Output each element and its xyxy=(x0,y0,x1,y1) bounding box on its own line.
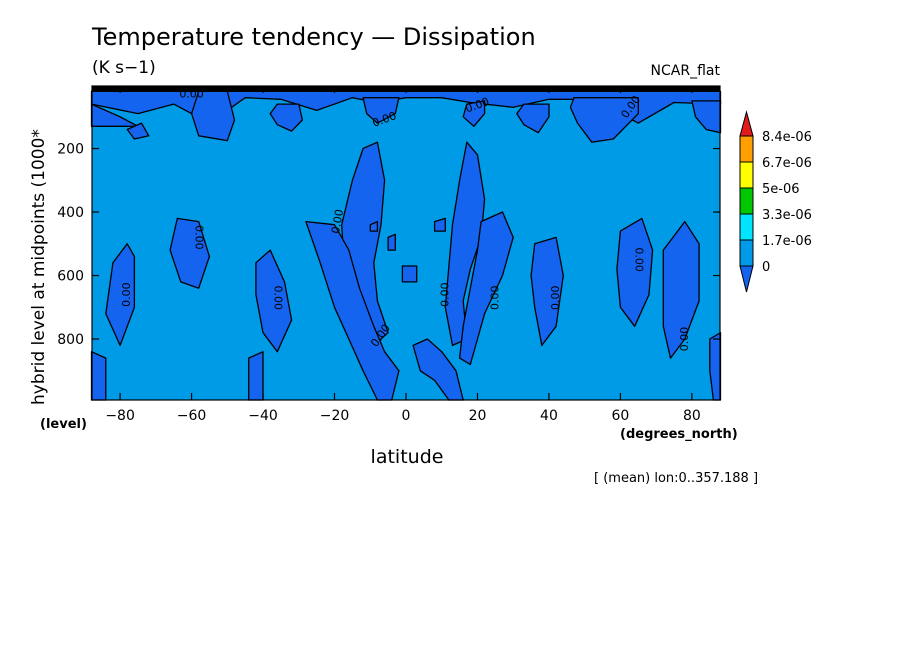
contour-region-3 xyxy=(190,90,236,142)
contour-region-27 xyxy=(369,220,379,232)
contour-label: 0.00 xyxy=(549,286,562,311)
contour-region-9 xyxy=(691,100,722,134)
contour-region-22 xyxy=(90,351,107,401)
x-axis-label: latitude xyxy=(371,446,444,468)
contour-region-5 xyxy=(362,97,400,124)
x-axis: −80 −60 −40 −20 0 20 40 60 80 xyxy=(105,86,701,424)
contour-region-19 xyxy=(616,217,654,327)
contour-label: 0.00 xyxy=(179,88,204,101)
contour-region-11 xyxy=(444,141,486,347)
y-axis-label: hybrid level at midpoints (1000* xyxy=(29,129,49,405)
contour-region-7 xyxy=(516,103,550,134)
contour-region-20 xyxy=(662,220,700,359)
x-tick-label: 0 xyxy=(402,408,411,424)
contour-label: 0.00 xyxy=(438,282,451,307)
contour-label: 0.00 xyxy=(488,286,501,311)
contour-label: 0.00 xyxy=(193,225,206,250)
contour-label: 0.00 xyxy=(120,282,133,307)
colorbar-label: 6.7e-06 xyxy=(762,156,812,171)
y-axis-units: (level) xyxy=(40,417,87,432)
footnote: [ (mean) lon:0..357.188 ] xyxy=(594,471,758,486)
colorbar-segment xyxy=(739,161,754,189)
chart-title: Temperature tendency — Dissipation xyxy=(91,23,536,51)
contour-region-17 xyxy=(169,217,211,289)
colorbar-label: 3.3e-06 xyxy=(762,208,812,223)
chart-subtitle-right: NCAR_flat xyxy=(651,63,721,79)
contour-region-8 xyxy=(569,97,639,143)
x-tick-label: 80 xyxy=(683,408,701,424)
contour-region-23 xyxy=(248,351,264,401)
x-tick-label: 60 xyxy=(612,408,630,424)
contour-region-2 xyxy=(126,122,150,140)
contour-region-18 xyxy=(255,249,293,353)
y-tick-label: 200 xyxy=(57,142,84,158)
x-tick-label: −60 xyxy=(177,408,207,424)
contour-region-16 xyxy=(105,243,136,347)
y-tick-label: 600 xyxy=(57,269,84,285)
x-tick-label: 20 xyxy=(469,408,487,424)
colorbar-segment xyxy=(739,135,754,163)
contour-label: 0.00 xyxy=(678,327,691,352)
contour-region-26 xyxy=(433,217,446,232)
x-tick-label: −20 xyxy=(320,408,350,424)
contour-label: 0.00 xyxy=(329,208,346,234)
contour-label: 0.00 xyxy=(271,286,284,311)
plot-area: 0.00 0.00 0.00 0.00 0.00 0.00 0.00 0.00 0.00 0.00… xyxy=(90,85,722,401)
colorbar-bottom-arrow xyxy=(739,265,754,293)
x-axis-units: (degrees_north) xyxy=(620,427,738,442)
y-axis: 200 400 600 800 xyxy=(57,142,720,348)
colorbar-top-arrow xyxy=(739,110,754,137)
contour-region-12 xyxy=(305,220,400,401)
colorbar: 8.4e-06 6.7e-06 5e-06 3.3e-06 1.7e-06 0 xyxy=(739,110,812,293)
colorbar-label: 8.4e-06 xyxy=(762,130,812,145)
contour-region-15 xyxy=(530,236,564,347)
contour-label: 0.00 xyxy=(632,247,645,272)
contour-region-25 xyxy=(387,233,396,251)
colorbar-segment xyxy=(739,187,754,215)
chart-units: (K s−1) xyxy=(92,58,156,78)
y-tick-label: 400 xyxy=(57,205,84,221)
contour-region-6 xyxy=(462,100,486,127)
contour-region-14 xyxy=(458,211,514,366)
colorbar-segment xyxy=(739,239,754,267)
contour-regions xyxy=(90,90,722,401)
contour-region-24 xyxy=(401,265,418,283)
x-tick-label: −80 xyxy=(105,408,135,424)
x-tick-label: 40 xyxy=(540,408,558,424)
colorbar-label: 1.7e-06 xyxy=(762,234,812,249)
y-tick-label: 800 xyxy=(57,332,84,348)
contour-region-4 xyxy=(269,103,304,132)
x-tick-label: −40 xyxy=(248,408,278,424)
colorbar-label: 5e-06 xyxy=(762,182,800,197)
colorbar-label: 0 xyxy=(762,260,770,275)
colorbar-segment xyxy=(739,213,754,241)
